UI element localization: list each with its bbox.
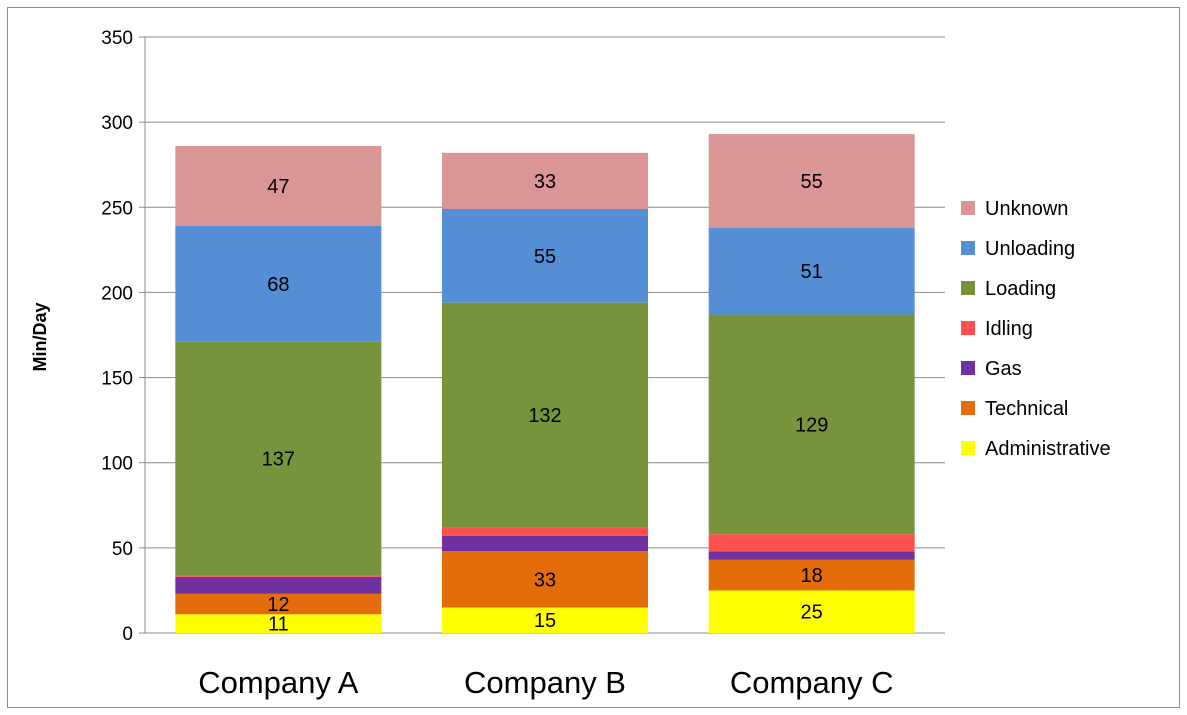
legend-swatch-loading (961, 281, 975, 295)
bar-segment-idling (442, 527, 648, 536)
legend-swatch-administrative (961, 441, 975, 455)
bar-segment-technical (175, 593, 382, 615)
data-label: 33 (534, 171, 556, 193)
legend-label: Gas (985, 358, 1022, 380)
bar-segment-loading (442, 302, 648, 528)
bar-segment-administrative (175, 614, 382, 633)
legend-label: Loading (985, 278, 1056, 300)
data-label: 132 (528, 405, 561, 427)
bar-segment-idling (708, 534, 915, 552)
bar-segment-gas (175, 576, 382, 594)
x-category-label: Company C (730, 665, 894, 700)
axes: 0 50 100 150 200 250 300 350 Company A Company B C… (101, 28, 945, 700)
legend-label: Technical (985, 398, 1068, 420)
data-label: 11 (268, 614, 289, 636)
bar-segment-unloading (442, 208, 648, 303)
x-category-label: Company B (464, 665, 626, 700)
data-label: 25 (801, 602, 823, 624)
legend-swatch-gas (961, 361, 975, 375)
data-label: 137 (262, 448, 295, 470)
bar-segment-unknown (442, 152, 648, 209)
y-tick-label: 350 (101, 28, 133, 49)
bar-segment-unloading (175, 226, 382, 342)
legend: Unknown Unloading Loading Idling Gas Technica… (961, 198, 1111, 460)
y-axis-title: Min/Day (30, 302, 50, 371)
legend-swatch-unloading (961, 241, 975, 255)
bar-segment-administrative (442, 607, 648, 633)
legend-swatch-idling (961, 321, 975, 335)
bar-segment-gas (708, 551, 915, 560)
bars (175, 134, 915, 633)
bar-segment-loading (708, 314, 915, 535)
bar-segment-unknown (175, 145, 382, 227)
bar-segment-loading (175, 341, 382, 576)
data-label: 33 (534, 569, 556, 591)
data-label: 47 (267, 176, 289, 198)
y-tick-label: 250 (101, 198, 133, 219)
x-category-label: Company A (198, 665, 359, 700)
chart-frame (7, 7, 1180, 708)
bar-segment-unknown (708, 134, 915, 228)
bar-segment-administrative (708, 590, 915, 633)
data-label: 55 (801, 171, 823, 193)
data-label: 68 (267, 274, 289, 296)
y-tick-label: 200 (101, 283, 133, 304)
legend-label: Idling (985, 318, 1033, 340)
data-label: 15 (534, 610, 556, 632)
bar-segment-technical (442, 551, 648, 608)
legend-swatch-technical (961, 401, 975, 415)
legend-swatch-unknown (961, 201, 975, 215)
data-label: 129 (795, 414, 828, 436)
data-label: 12 (267, 594, 289, 616)
bar-segment-idling (175, 575, 382, 577)
y-tick-label: 50 (112, 539, 133, 560)
bar-segment-gas (442, 535, 648, 552)
data-label: 55 (534, 246, 556, 268)
y-tick-label: 0 (122, 624, 133, 645)
bar-segment-unloading (708, 227, 915, 315)
legend-label: Unknown (985, 198, 1068, 220)
data-label: 18 (801, 565, 823, 587)
legend-label: Unloading (985, 238, 1075, 260)
legend-label: Administrative (985, 438, 1111, 460)
bar-segment-technical (708, 559, 915, 591)
y-tick-label: 150 (101, 369, 133, 390)
y-tick-label: 300 (101, 113, 133, 134)
data-label: 51 (801, 261, 823, 283)
y-tick-label: 100 (101, 454, 133, 475)
